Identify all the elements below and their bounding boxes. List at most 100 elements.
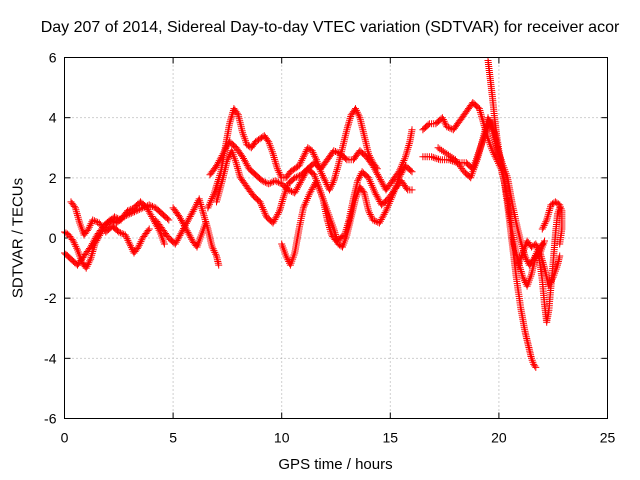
data-point-interp <box>344 122 352 130</box>
data-point-interp <box>85 223 93 231</box>
data-point-interp <box>118 230 126 237</box>
data-series <box>213 147 416 251</box>
data-point-interp <box>319 173 327 181</box>
data-point-interp <box>86 257 94 265</box>
data-point-interp <box>136 239 144 247</box>
data-point-interp <box>214 160 221 168</box>
data-point-interp <box>370 164 378 171</box>
data-series <box>67 198 153 257</box>
data-point-interp <box>137 238 145 246</box>
y-tick-label: 6 <box>49 50 57 66</box>
data-point-interp <box>294 172 302 180</box>
data-point-interp <box>300 202 308 210</box>
data-point <box>330 147 338 155</box>
data-point-interp <box>329 179 337 187</box>
data-point-interp <box>441 119 449 127</box>
data-point-interp <box>112 214 120 222</box>
data-point <box>165 216 173 224</box>
data-point <box>145 225 153 233</box>
data-point-interp <box>520 275 528 283</box>
data-point <box>178 228 186 236</box>
y-tick-label: -2 <box>44 290 57 306</box>
x-tick-label: 10 <box>274 430 290 446</box>
data-point-interp <box>429 153 437 161</box>
data-point-interp <box>125 206 133 214</box>
data-point <box>223 156 231 164</box>
data-point-interp <box>371 165 379 173</box>
data-point <box>408 168 416 176</box>
data-point <box>89 216 97 224</box>
data-point-interp <box>373 192 381 200</box>
data-point-interp <box>284 256 292 264</box>
data-point-interp <box>205 202 213 210</box>
data-point-interp <box>85 259 93 267</box>
data-point-interp <box>212 250 220 258</box>
data-point-interp <box>333 148 341 156</box>
data-point <box>265 180 273 188</box>
data-point-interp <box>295 182 302 190</box>
data-point-interp <box>439 116 447 123</box>
data-point-interp <box>261 178 269 186</box>
y-axis-label: SDTVAR / TECUs <box>9 177 27 299</box>
data-point-interp <box>407 167 415 175</box>
data-point <box>365 207 373 215</box>
data-point-interp <box>478 112 485 120</box>
data-point-interp <box>177 230 185 238</box>
data-point-interp <box>178 216 185 224</box>
data-point-interp <box>318 170 326 178</box>
data-point-interp <box>404 143 412 151</box>
x-tick-label: 0 <box>61 430 69 446</box>
x-tick-label: 5 <box>169 430 177 446</box>
data-point-interp <box>440 117 448 125</box>
data-point-interp <box>243 161 251 169</box>
data-point-interp <box>326 225 334 233</box>
data-point-interp <box>292 187 300 195</box>
data-point-interp <box>216 155 224 163</box>
data-point <box>82 264 90 272</box>
data-point-interp <box>277 172 285 180</box>
data-point-interp <box>186 232 194 240</box>
data-point-interp <box>87 220 95 228</box>
data-point-interp <box>450 155 458 163</box>
data-point-interp <box>278 198 286 205</box>
data-point-interp <box>275 209 283 217</box>
data-point <box>330 177 338 185</box>
data-series <box>206 126 416 197</box>
data-point-interp <box>431 154 439 162</box>
data-point <box>408 186 416 194</box>
data-point <box>488 147 496 155</box>
data-point <box>538 225 546 233</box>
data-point-interp <box>353 108 361 116</box>
data-point-interp <box>84 261 92 268</box>
data-point-interp <box>164 215 171 223</box>
y-tick-label: 0 <box>49 230 57 246</box>
data-point-interp <box>211 248 219 256</box>
data-point-interp <box>183 227 191 235</box>
data-point-interp <box>70 239 78 247</box>
y-tick-label: 4 <box>49 110 57 126</box>
data-point-interp <box>376 217 384 225</box>
x-tick-label: 15 <box>383 430 399 446</box>
data-point <box>111 213 118 221</box>
data-point-interp <box>135 241 143 249</box>
data-point-interp <box>356 173 363 181</box>
data-series <box>434 114 505 182</box>
data-point-interp <box>433 155 441 163</box>
data-point-interp <box>310 150 318 158</box>
data-point-interp <box>271 216 279 223</box>
data-point <box>326 186 333 194</box>
data-point-interp <box>301 149 309 157</box>
data-point-interp <box>144 206 152 214</box>
data-point <box>538 240 546 248</box>
data-point <box>321 177 329 185</box>
data-point-interp <box>268 178 276 186</box>
data-point-interp <box>225 152 233 160</box>
data-point-interp <box>300 151 308 159</box>
data-point-interp <box>298 156 306 164</box>
data-point-interp <box>489 149 497 157</box>
data-point <box>121 231 129 239</box>
data-point-interp <box>127 205 135 213</box>
data-point-interp <box>83 262 91 270</box>
data-series <box>169 204 210 251</box>
